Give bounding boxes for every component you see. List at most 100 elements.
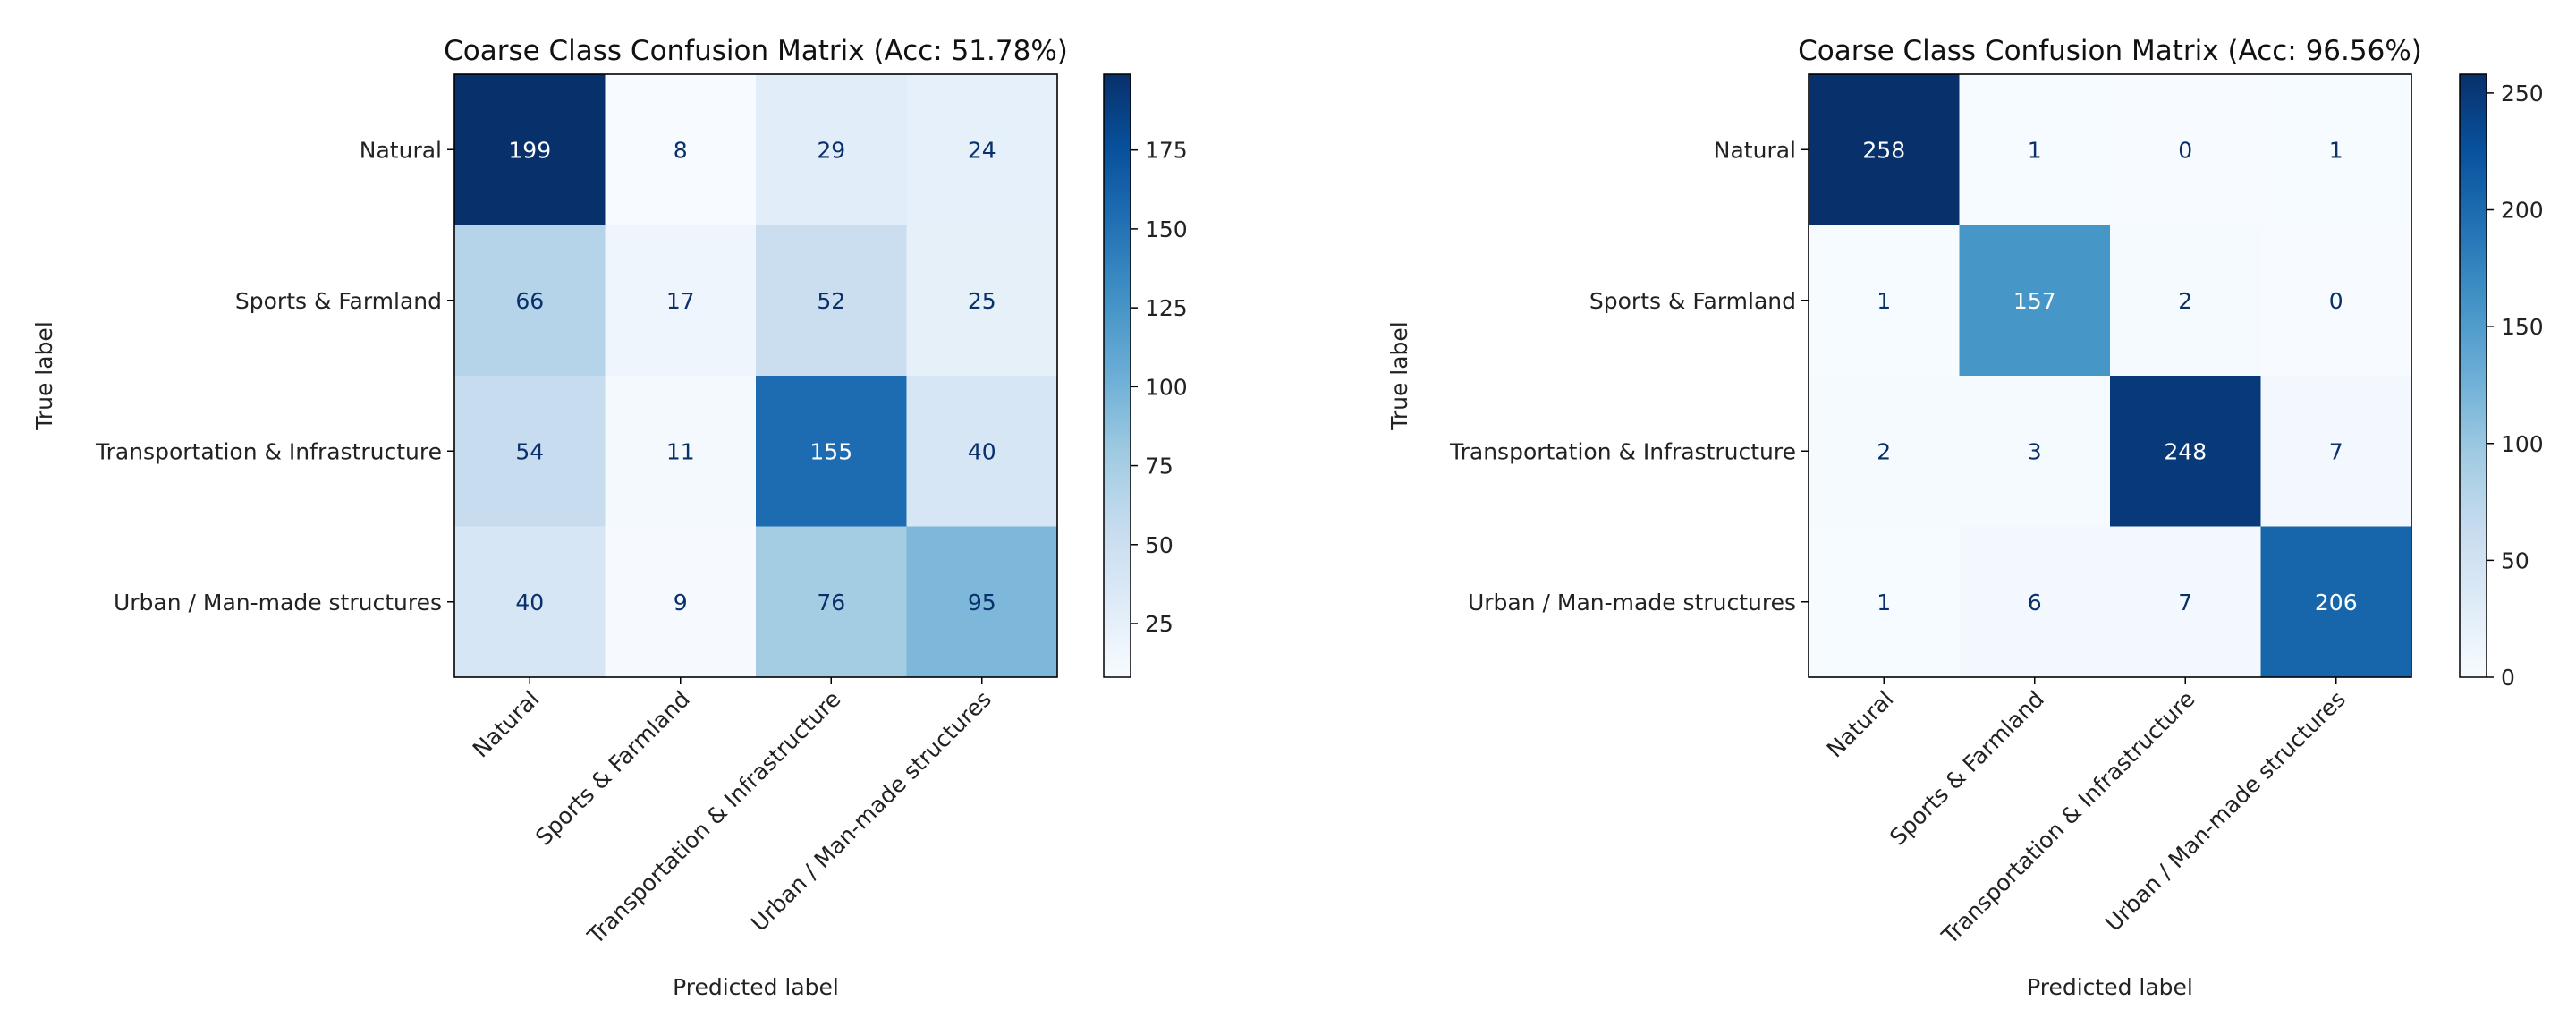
- cell-value-label: 52: [817, 288, 845, 314]
- cell-value-label: 7: [2178, 590, 2192, 615]
- cell-value-label: 8: [674, 137, 688, 163]
- matrix-cell: [2110, 74, 2261, 225]
- colorbar-gradient: [2460, 74, 2487, 677]
- matrix-cell: [906, 225, 1058, 377]
- matrix-cell: [906, 74, 1058, 225]
- cell-value-label: 76: [817, 590, 845, 615]
- chart-title: Coarse Class Confusion Matrix (Acc: 51.7…: [444, 35, 1068, 67]
- matrix-cell: [2110, 225, 2261, 377]
- matrix-cell: [756, 74, 907, 225]
- matrix-cell: [605, 376, 757, 527]
- cell-value-label: 1: [1877, 288, 1891, 314]
- matrix-cell: [605, 74, 757, 225]
- y-axis-title: True label: [31, 321, 57, 431]
- colorbar-frame: [2459, 73, 2487, 678]
- colorbar-tick-label: 150: [1145, 216, 1188, 242]
- colorbar-tick-label: 50: [2501, 547, 2529, 573]
- cell-value-label: 7: [2329, 438, 2343, 464]
- matrix-cell: [1809, 526, 1960, 678]
- cell-value-label: 6: [2028, 590, 2042, 615]
- cell-value-label: 40: [968, 438, 996, 464]
- matrix-cell: [756, 376, 907, 527]
- colorbar: 25 50 75 100 125 150 175: [1103, 73, 1188, 678]
- confusion-matrix-panel-1: 199 8 29 24 66 17 52 25 54 11 155 40 40 9 76 95 Coarse C…: [31, 35, 1188, 1000]
- colorbar-tick-label: 0: [2501, 665, 2515, 691]
- matrix-cell: [2110, 376, 2261, 527]
- chart-title: Coarse Class Confusion Matrix (Acc: 96.5…: [1798, 35, 2422, 67]
- y-tick-label: Urban / Man-made structures: [114, 590, 442, 615]
- confusion-matrix-panel-2: 258 1 0 1 1 157 2 0 2 3 248 7 1 6 7 206 Coarse Class Con…: [1386, 35, 2544, 1000]
- matrix-cell: [1809, 376, 1960, 527]
- matrix-cell: [1959, 376, 2111, 527]
- cell-value-label: 24: [968, 137, 996, 163]
- matrix-cell: [756, 225, 907, 377]
- matrix-cell: [1959, 225, 2111, 377]
- matrix-cell: [2110, 526, 2261, 678]
- cell-value-label: 2: [1877, 438, 1891, 464]
- x-tick-label: Urban / Man-made structures: [2100, 686, 2351, 937]
- matrix-frame: [453, 73, 1058, 678]
- matrix-cell: [605, 225, 757, 377]
- matrix-cell: [1959, 526, 2111, 678]
- cell-value-label: 17: [666, 288, 695, 314]
- colorbar-tick-label: 100: [1145, 374, 1188, 400]
- cell-value-label: 29: [817, 137, 845, 163]
- matrix-cell: [2260, 225, 2412, 377]
- cell-value-label: 199: [508, 137, 551, 163]
- cell-value-label: 1: [2329, 137, 2343, 163]
- colorbar-tick-label: 150: [2501, 314, 2544, 340]
- x-tick-label: Transportation & Infrastructure: [1936, 686, 2200, 950]
- y-axis-title: True label: [1386, 321, 1412, 431]
- y-tick-label: Urban / Man-made structures: [1468, 590, 1796, 615]
- matrix-cell: [454, 526, 606, 678]
- y-tick-label: Natural: [1714, 137, 1796, 163]
- matrix-cell: [906, 376, 1058, 527]
- y-tick-label: Sports & Farmland: [235, 288, 442, 314]
- cell-value-label: 66: [515, 288, 544, 314]
- colorbar-frame: [1103, 73, 1131, 678]
- matrix-cell: [756, 526, 907, 678]
- cell-value-label: 11: [666, 438, 695, 464]
- colorbar-tick-label: 175: [1145, 138, 1188, 164]
- matrix-cell: [2260, 74, 2412, 225]
- matrix-cell: [605, 526, 757, 678]
- x-axis-title: Predicted label: [2027, 974, 2193, 1000]
- y-tick-label: Sports & Farmland: [1589, 288, 1796, 314]
- colorbar-tick-label: 25: [1145, 611, 1174, 637]
- matrix-cell: [1959, 74, 2111, 225]
- cell-value-label: 1: [1877, 590, 1891, 615]
- x-tick-label: Natural: [1822, 686, 1899, 763]
- x-tick-label: Sports & Farmland: [530, 686, 695, 851]
- cell-value-label: 2: [2178, 288, 2192, 314]
- matrix-cell: [1809, 225, 1960, 377]
- cell-value-label: 0: [2178, 137, 2192, 163]
- cell-value-label: 54: [515, 438, 544, 464]
- matrix-cell: [454, 74, 606, 225]
- matrix-cell: [2260, 376, 2412, 527]
- matrix-cell: [454, 376, 606, 527]
- colorbar: 0 50 100 150 200 250: [2459, 73, 2544, 691]
- colorbar-tick-label: 250: [2501, 81, 2544, 106]
- colorbar-tick-label: 50: [1145, 532, 1174, 558]
- cell-value-label: 248: [2164, 438, 2207, 464]
- cell-value-label: 25: [968, 288, 996, 314]
- colorbar-tick-label: 200: [2501, 198, 2544, 224]
- y-tick-label: Transportation & Infrastructure: [95, 438, 442, 464]
- cell-value-label: 157: [2013, 288, 2056, 314]
- x-tick-label: Transportation & Infrastructure: [582, 686, 846, 950]
- matrix-cell: [454, 225, 606, 377]
- cell-value-label: 40: [515, 590, 544, 615]
- x-axis-title: Predicted label: [673, 974, 839, 1000]
- cell-value-label: 3: [2028, 438, 2042, 464]
- cell-value-label: 206: [2315, 590, 2358, 615]
- matrix-cell: [2260, 526, 2412, 678]
- y-tick-label: Natural: [360, 137, 442, 163]
- cell-value-label: 95: [968, 590, 996, 615]
- x-tick-label: Natural: [468, 686, 545, 763]
- x-tick-label: Sports & Farmland: [1885, 686, 2049, 851]
- cell-value-label: 1: [2028, 137, 2042, 163]
- colorbar-gradient: [1104, 74, 1131, 677]
- cell-value-label: 258: [1862, 137, 1905, 163]
